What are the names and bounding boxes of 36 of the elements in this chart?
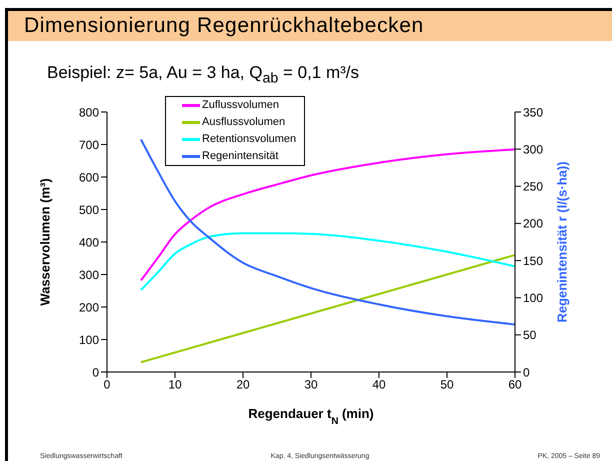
legend-label: Regenintensität [202, 149, 278, 164]
y2-tick-label: 150 [523, 254, 544, 268]
y2-tick-label: 300 [523, 142, 544, 156]
y-tick-label: 300 [78, 268, 100, 282]
line-series [140, 254, 515, 364]
y-tick-label: 800 [78, 105, 100, 120]
legend-label: Retentionsvolumen [202, 132, 296, 147]
x-tick-label: 60 [508, 378, 522, 392]
y2-tick-label: 0 [523, 365, 530, 380]
y2-axis-title: Regenintensität r (l/(s·ha)) [554, 161, 570, 323]
y-axis-title: Wasservolumen (m³) [38, 178, 53, 306]
x-tick-label: 10 [168, 378, 182, 392]
y-tick-label: 200 [78, 300, 100, 314]
y-tick-label: 700 [78, 138, 100, 152]
x-tick-label: 50 [440, 378, 454, 392]
chart-title: Dimensionierung Regenrückhaltebecken [8, 11, 612, 41]
y2-tick-label: 50 [523, 328, 537, 342]
x-tick-label: 20 [236, 378, 250, 392]
x-axis-title: Regendauer t$_{N}$ (min) [248, 406, 374, 426]
x-tick-label: 30 [304, 378, 318, 392]
y-tick-label: 100 [78, 332, 100, 347]
line-series [140, 148, 515, 282]
y2-tick-label: 250 [523, 180, 544, 194]
x-tick-label: 40 [372, 378, 386, 392]
y-tick-label: 0 [92, 365, 100, 380]
legend-label: Ausflussvolumen [202, 115, 286, 130]
line-series [140, 232, 515, 292]
y2-tick-label: 100 [523, 290, 544, 305]
y2-tick-label: 350 [523, 105, 544, 120]
chart-subtitle: Beispiel: z= 5a, Au = 3 ha, Q$_{ab}$ = 0,1 m³/s [47, 63, 360, 86]
y-tick-label: 400 [78, 235, 100, 250]
legend-label: Zuflussvolumen [202, 98, 280, 113]
y2-tick-label: 200 [523, 216, 544, 231]
x-tick-label: 0 [104, 378, 111, 392]
y-tick-label: 600 [78, 170, 100, 184]
y-tick-label: 500 [78, 202, 100, 217]
